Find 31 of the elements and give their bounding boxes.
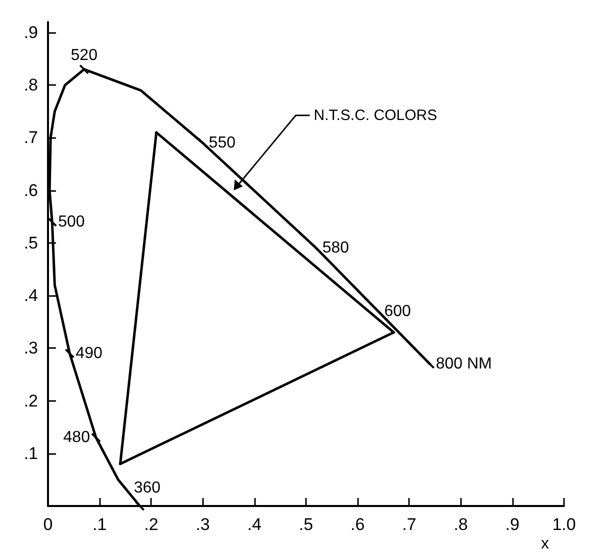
- x-tick-label: .8: [454, 515, 468, 534]
- y-tick-label: .3: [24, 338, 38, 358]
- x-tick-label: .1: [92, 515, 107, 534]
- x-tick-label: .5: [298, 515, 314, 534]
- x-tick-label: .2: [144, 515, 158, 534]
- x-tick-label: .6: [350, 515, 365, 534]
- annotation: 520: [70, 46, 98, 64]
- annotation: 800 NM: [436, 355, 492, 372]
- x-tick-label: .3: [196, 515, 210, 534]
- y-tick-label: .7: [24, 128, 38, 148]
- annotation: 500: [58, 213, 85, 230]
- annotation: 360: [134, 480, 161, 496]
- x-tick-label: 1.0: [552, 515, 576, 534]
- annotation: N.T.S.C. COLORS: [314, 106, 438, 124]
- x-axis-title: x: [541, 536, 549, 552]
- annotation: 600: [384, 302, 412, 320]
- y-tick-label: .4: [24, 286, 38, 306]
- x-tick-label: .9: [505, 515, 520, 534]
- y-tick-label: .8: [24, 76, 38, 95]
- y-tick-label: .1: [24, 444, 38, 463]
- annotation: 490: [76, 344, 102, 362]
- annotation: 580: [322, 240, 350, 257]
- y-tick-label: .5: [24, 233, 38, 252]
- x-tick-label: .4: [247, 515, 262, 534]
- x-tick-label: 0: [43, 515, 53, 534]
- y-tick-label: .6: [24, 180, 38, 200]
- annotation: 480: [63, 429, 90, 446]
- annotation: 550: [208, 134, 236, 152]
- x-tick-label: .7: [402, 515, 416, 534]
- y-tick-label: .2: [24, 391, 38, 410]
- y-tick-label: .9: [24, 23, 38, 42]
